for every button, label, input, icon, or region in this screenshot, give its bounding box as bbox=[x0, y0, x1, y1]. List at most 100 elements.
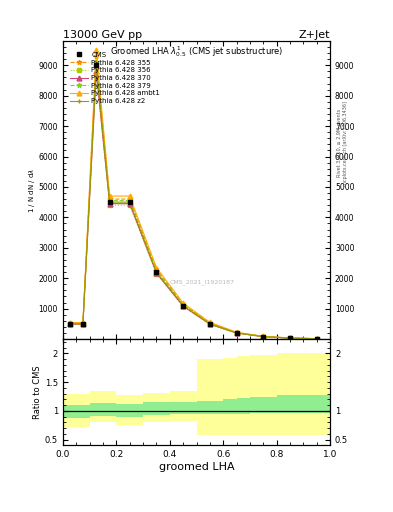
Pythia 6.428 z2 bbox=[154, 269, 159, 275]
Pythia 6.428 355 bbox=[67, 320, 72, 326]
Pythia 6.428 356 bbox=[288, 335, 292, 341]
Pythia 6.428 ambt1 bbox=[208, 319, 212, 325]
Pythia 6.428 379 bbox=[94, 59, 99, 66]
Line: CMS: CMS bbox=[68, 63, 318, 340]
Pythia 6.428 ambt1 bbox=[127, 193, 132, 199]
Pythia 6.428 370 bbox=[94, 68, 99, 74]
Pythia 6.428 355 bbox=[94, 53, 99, 59]
Y-axis label: Ratio to CMS: Ratio to CMS bbox=[33, 366, 42, 419]
Pythia 6.428 ambt1 bbox=[261, 333, 266, 339]
Text: CMS_2021_I1920187: CMS_2021_I1920187 bbox=[169, 280, 234, 285]
CMS bbox=[208, 321, 212, 327]
Pythia 6.428 370 bbox=[67, 321, 72, 327]
Pythia 6.428 z2 bbox=[127, 199, 132, 205]
Pythia 6.428 ambt1 bbox=[181, 300, 185, 306]
Pythia 6.428 z2 bbox=[94, 62, 99, 69]
Pythia 6.428 355 bbox=[314, 335, 319, 342]
Pythia 6.428 356 bbox=[67, 322, 72, 328]
Pythia 6.428 370 bbox=[81, 321, 85, 327]
Pythia 6.428 370 bbox=[234, 330, 239, 336]
Pythia 6.428 356 bbox=[94, 71, 99, 77]
Pythia 6.428 z2 bbox=[208, 321, 212, 327]
Pythia 6.428 355 bbox=[127, 196, 132, 202]
Pythia 6.428 355 bbox=[234, 330, 239, 336]
Pythia 6.428 356 bbox=[181, 304, 185, 310]
Pythia 6.428 355 bbox=[288, 335, 292, 341]
Pythia 6.428 ambt1 bbox=[81, 319, 85, 326]
Pythia 6.428 355 bbox=[261, 333, 266, 339]
Pythia 6.428 379 bbox=[81, 321, 85, 327]
Pythia 6.428 355 bbox=[208, 320, 212, 326]
CMS bbox=[314, 336, 319, 342]
CMS bbox=[67, 321, 72, 327]
Pythia 6.428 356 bbox=[127, 202, 132, 208]
Line: Pythia 6.428 356: Pythia 6.428 356 bbox=[67, 72, 319, 341]
Pythia 6.428 z2 bbox=[181, 303, 185, 309]
Pythia 6.428 379 bbox=[288, 335, 292, 341]
Legend: CMS, Pythia 6.428 355, Pythia 6.428 356, Pythia 6.428 370, Pythia 6.428 379, Pyt: CMS, Pythia 6.428 355, Pythia 6.428 356,… bbox=[69, 50, 162, 105]
Pythia 6.428 379 bbox=[127, 198, 132, 204]
X-axis label: groomed LHA: groomed LHA bbox=[159, 462, 234, 472]
CMS bbox=[261, 333, 266, 339]
Pythia 6.428 z2 bbox=[288, 335, 292, 341]
Pythia 6.428 370 bbox=[127, 201, 132, 207]
Pythia 6.428 z2 bbox=[234, 330, 239, 336]
Pythia 6.428 370 bbox=[154, 270, 159, 276]
Pythia 6.428 ambt1 bbox=[67, 319, 72, 326]
Y-axis label: 1 / $\mathregular{N}$ $\mathregular{dN}$ / $\mathregular{d}$$\lambda$: 1 / $\mathregular{N}$ $\mathregular{dN}$… bbox=[27, 167, 37, 212]
Pythia 6.428 379 bbox=[208, 321, 212, 327]
Pythia 6.428 370 bbox=[314, 336, 319, 342]
Pythia 6.428 z2 bbox=[67, 321, 72, 327]
Line: Pythia 6.428 z2: Pythia 6.428 z2 bbox=[67, 63, 319, 341]
CMS bbox=[181, 303, 185, 309]
Pythia 6.428 379 bbox=[314, 336, 319, 342]
Pythia 6.428 355 bbox=[107, 196, 112, 202]
Pythia 6.428 370 bbox=[261, 334, 266, 340]
Pythia 6.428 379 bbox=[181, 302, 185, 308]
Pythia 6.428 379 bbox=[234, 330, 239, 336]
Pythia 6.428 ambt1 bbox=[94, 47, 99, 53]
Text: Z+Jet: Z+Jet bbox=[299, 30, 330, 40]
Pythia 6.428 z2 bbox=[261, 333, 266, 339]
Pythia 6.428 379 bbox=[154, 267, 159, 273]
Pythia 6.428 ambt1 bbox=[314, 335, 319, 342]
Pythia 6.428 379 bbox=[261, 333, 266, 339]
Pythia 6.428 355 bbox=[81, 320, 85, 326]
Pythia 6.428 356 bbox=[154, 270, 159, 276]
CMS bbox=[154, 269, 159, 275]
Pythia 6.428 379 bbox=[107, 198, 112, 204]
Pythia 6.428 ambt1 bbox=[154, 265, 159, 271]
Line: Pythia 6.428 370: Pythia 6.428 370 bbox=[67, 69, 319, 341]
Pythia 6.428 355 bbox=[181, 301, 185, 307]
Pythia 6.428 370 bbox=[208, 321, 212, 327]
Pythia 6.428 ambt1 bbox=[288, 335, 292, 341]
Pythia 6.428 370 bbox=[107, 201, 112, 207]
Text: 13000 GeV pp: 13000 GeV pp bbox=[63, 30, 142, 40]
CMS bbox=[288, 335, 292, 341]
Pythia 6.428 356 bbox=[314, 336, 319, 342]
Pythia 6.428 356 bbox=[234, 330, 239, 336]
Text: Groomed LHA $\lambda^{1}_{0.5}$ (CMS jet substructure): Groomed LHA $\lambda^{1}_{0.5}$ (CMS jet… bbox=[110, 44, 283, 59]
Pythia 6.428 379 bbox=[67, 321, 72, 327]
Text: mcplots.cern.ch [arXiv:1306.3436]: mcplots.cern.ch [arXiv:1306.3436] bbox=[343, 101, 349, 186]
Pythia 6.428 356 bbox=[107, 202, 112, 208]
Pythia 6.428 z2 bbox=[81, 321, 85, 327]
Pythia 6.428 370 bbox=[288, 335, 292, 341]
Pythia 6.428 370 bbox=[181, 303, 185, 309]
Pythia 6.428 356 bbox=[81, 322, 85, 328]
Pythia 6.428 355 bbox=[154, 266, 159, 272]
Pythia 6.428 z2 bbox=[314, 336, 319, 342]
Pythia 6.428 z2 bbox=[107, 199, 112, 205]
CMS bbox=[81, 321, 85, 327]
Pythia 6.428 356 bbox=[261, 334, 266, 340]
CMS bbox=[234, 330, 239, 336]
Line: Pythia 6.428 ambt1: Pythia 6.428 ambt1 bbox=[67, 48, 319, 341]
Line: Pythia 6.428 379: Pythia 6.428 379 bbox=[67, 60, 319, 341]
CMS bbox=[107, 199, 112, 205]
Line: Pythia 6.428 355: Pythia 6.428 355 bbox=[67, 54, 319, 341]
CMS bbox=[94, 62, 99, 69]
Pythia 6.428 ambt1 bbox=[234, 329, 239, 335]
Pythia 6.428 ambt1 bbox=[107, 193, 112, 199]
Text: Rivet 3.1.10, ≥ 2.9M events: Rivet 3.1.10, ≥ 2.9M events bbox=[336, 109, 342, 178]
CMS bbox=[127, 199, 132, 205]
